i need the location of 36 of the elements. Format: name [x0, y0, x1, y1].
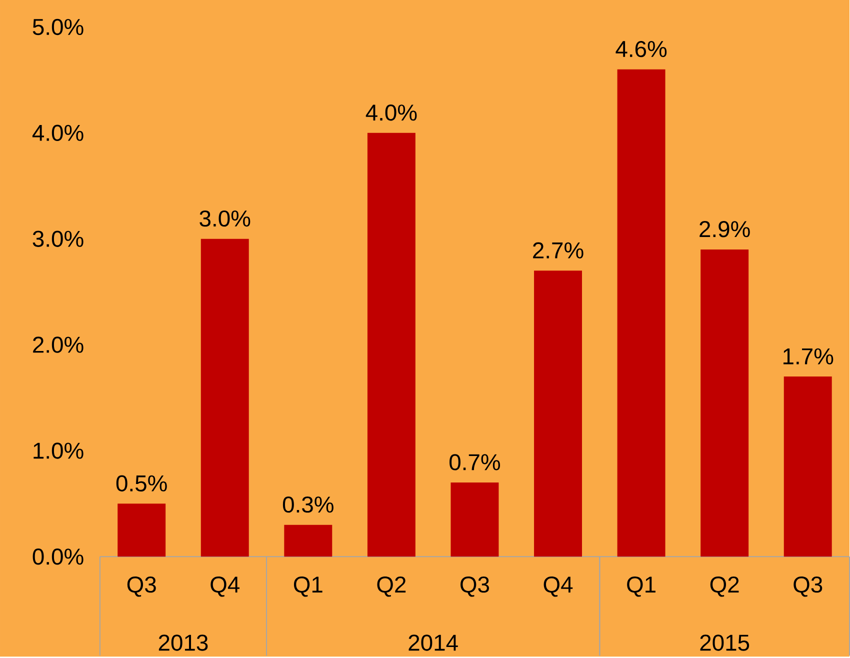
- bar: [450, 482, 499, 556]
- x-tick-label: Q3: [460, 576, 489, 597]
- bar: [200, 238, 249, 556]
- data-label: 3.0%: [200, 210, 250, 226]
- y-tick-label: 1.0%: [34, 442, 84, 459]
- x-tick-label: Q2: [377, 576, 406, 597]
- x-tick-label: Q3: [794, 576, 822, 597]
- y-tick-label: 3.0%: [32, 230, 84, 247]
- data-label: 0.7%: [450, 454, 500, 470]
- data-label: 0.3%: [282, 496, 334, 512]
- x-tick-label: Q2: [710, 576, 739, 597]
- text: 2015: [700, 634, 750, 651]
- data-label: 4.0%: [366, 104, 417, 120]
- data-label: 4.6%: [616, 40, 667, 57]
- x-tick-label: Q1: [627, 576, 656, 597]
- y-tick-label: 4.0%: [32, 124, 84, 141]
- y-tick-label: 2.0%: [33, 336, 84, 353]
- bar: [784, 376, 832, 556]
- data-label: 0.5%: [116, 475, 167, 492]
- bar: [284, 524, 332, 556]
- bar: [617, 69, 666, 556]
- y-tick-label: 0.0%: [32, 548, 84, 565]
- bar: [534, 270, 582, 556]
- x-tick-label: Q3: [127, 576, 156, 597]
- text: 2014: [408, 634, 458, 651]
- x-tick-label: Q1: [294, 576, 322, 597]
- bar: [118, 503, 166, 556]
- x-tick-label: Q4: [210, 576, 240, 597]
- data-label: 1.7%: [784, 348, 834, 364]
- data-label: 2.9%: [700, 220, 750, 238]
- data-label: 2.7%: [533, 242, 584, 258]
- y-tick-label: 5.0%: [32, 18, 84, 35]
- bar: [367, 132, 416, 556]
- x-tick-label: Q4: [544, 576, 573, 597]
- bar: [700, 249, 749, 556]
- text: 2013: [158, 634, 208, 651]
